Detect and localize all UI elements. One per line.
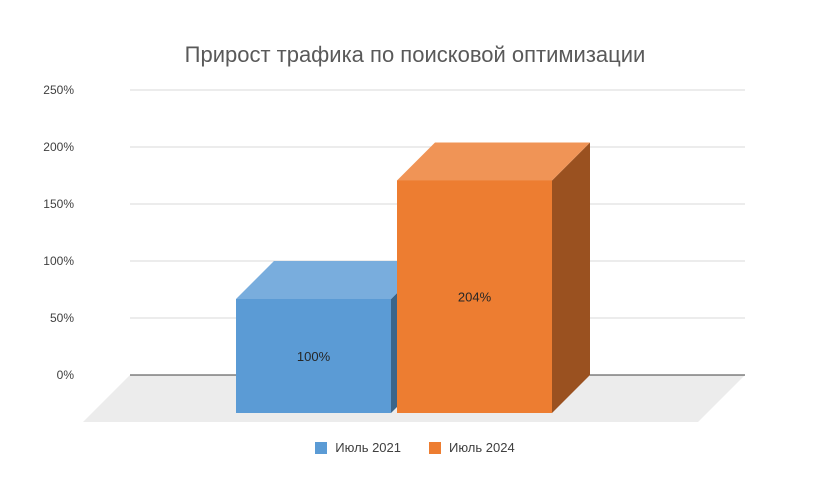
legend-label: Июль 2024 xyxy=(449,440,515,455)
legend-swatch xyxy=(429,441,441,454)
legend-item: Июль 2024 xyxy=(429,440,515,455)
legend-swatch xyxy=(315,441,328,454)
y-tick-label: 0% xyxy=(57,368,75,382)
y-tick-label: 150% xyxy=(43,197,74,211)
bar-top-face xyxy=(397,142,590,181)
data-label: 204% xyxy=(458,290,492,305)
bar xyxy=(397,180,552,413)
legend: Июль 2021 Июль 2024 xyxy=(0,440,830,455)
y-tick-label: 250% xyxy=(43,83,74,97)
data-label: 100% xyxy=(297,349,331,364)
bar-top-face xyxy=(236,261,429,299)
legend-label: Июль 2021 xyxy=(335,440,401,455)
y-tick-label: 200% xyxy=(43,140,74,154)
legend-item: Июль 2021 xyxy=(315,440,401,455)
chart-title: Прирост трафика по поисковой оптимизации xyxy=(184,42,646,67)
bar-side-face xyxy=(552,142,590,413)
bar xyxy=(236,299,391,413)
y-tick-label: 100% xyxy=(43,254,74,268)
y-tick-label: 50% xyxy=(50,311,74,325)
